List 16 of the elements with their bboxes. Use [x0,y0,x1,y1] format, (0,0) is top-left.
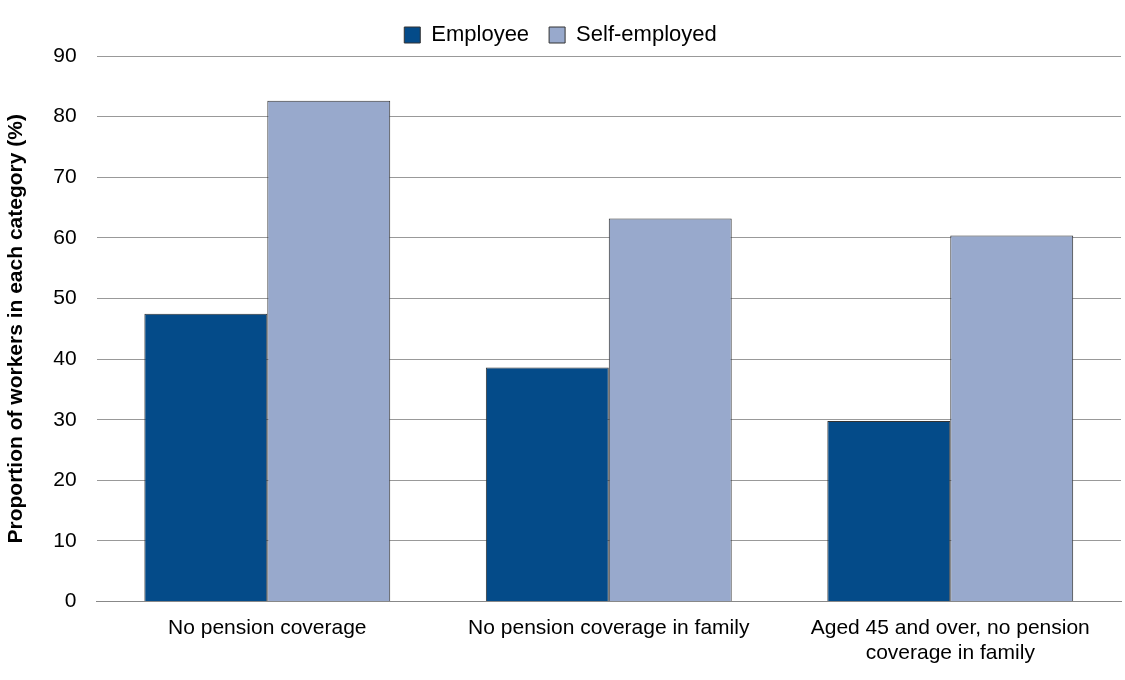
y-axis-title: Proportion of workers in each category (%) [3,114,27,544]
y-tick-label: 20 [53,467,77,491]
x-tick-label: No pension coverage in family [468,615,750,638]
legend-label: Self-employed [576,21,717,47]
y-tick-label: 80 [53,103,77,127]
y-tick-label: 70 [53,164,77,188]
y-tick-label: 10 [53,527,77,551]
y-tick-label: 40 [53,345,77,369]
y-tick-label: 0 [64,588,77,612]
x-tick-label: No pension coverage [168,615,367,638]
y-tick-label: 90 [53,42,77,66]
y-tick-label: 50 [53,285,77,309]
y-tick-label: 30 [53,406,77,430]
legend-label: Employee [431,21,530,47]
y-tick-label: 60 [53,224,77,248]
x-tick-label: Aged 45 and over, no pension coverage in family [810,615,1090,664]
